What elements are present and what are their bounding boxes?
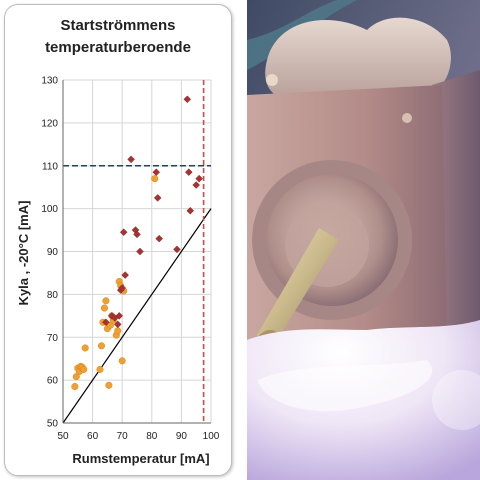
x-tick-label-4: 90 (176, 431, 188, 442)
tick-labels: 50 60 70 80 90 100 50 60 70 80 90 100 110 120 130 (41, 76, 219, 443)
data-point-circle-24 (151, 175, 159, 183)
reference-lines (62, 80, 212, 424)
data-point-diamond-14 (153, 194, 162, 202)
data-point-circle-19 (114, 327, 122, 335)
reference-line-diagonal (62, 208, 212, 424)
data-point-circle-0 (71, 383, 79, 391)
data-point-diamond-9 (127, 155, 135, 164)
mount-screw-2 (402, 113, 412, 123)
x-tick-label-5: 100 (203, 431, 220, 442)
data-point-diamond-17 (183, 95, 192, 104)
chart-title-line-1: Startströmmens (60, 17, 175, 34)
data-point-diamond-0 (102, 318, 110, 327)
data-point-diamond-8 (121, 271, 129, 279)
data-point-circle-14 (105, 381, 113, 389)
y-tick-label-8: 130 (41, 76, 58, 87)
ice-highlight (257, 360, 433, 412)
data-point-diamond-19 (186, 206, 195, 215)
chart-panel: Startströmmens temperaturberoende 50 60 70… (4, 4, 232, 476)
motor-photo (247, 0, 480, 480)
y-tick-label-4: 90 (47, 247, 59, 258)
x-tick-label-0: 50 (57, 431, 69, 442)
photo-panel (247, 0, 480, 480)
data-point-circle-9 (97, 342, 105, 350)
data-point-diamond-7 (119, 228, 128, 236)
data-point-diamond-3 (113, 320, 122, 329)
data-point-diamond-12 (136, 247, 144, 256)
x-tick-label-2: 70 (117, 431, 129, 442)
axes (62, 80, 211, 424)
motor-shaft (257, 228, 339, 345)
frost-top (265, 17, 451, 100)
x-tick-label-1: 60 (87, 431, 99, 442)
y-tick-label-6: 110 (42, 161, 58, 172)
chart-title-line-2: temperaturberoende (45, 39, 191, 56)
data-point-diamond-6 (118, 284, 126, 292)
data-point-diamond-11 (133, 230, 141, 239)
y-tick-label-3: 80 (47, 290, 59, 301)
data-point-diamond-20 (192, 181, 200, 189)
x-axis-label: Rumstemperatur [mA] (72, 451, 209, 466)
data-point-circle-12 (102, 297, 110, 305)
y-axis-label: Kyla , -20°C [mA] (16, 201, 31, 306)
data-point-diamond-16 (173, 245, 181, 254)
ice-glow (432, 370, 480, 430)
data-point-diamond-15 (155, 234, 163, 243)
scatter-chart: Startströmmens temperaturberoende 50 60 70… (16, 17, 220, 466)
data-point-diamond-4 (115, 312, 124, 320)
y-tick-label-7: 120 (41, 118, 58, 129)
y-tick-label-2: 70 (47, 333, 59, 344)
data-point-circle-8 (96, 365, 104, 373)
y-tick-label-5: 100 (41, 204, 58, 215)
data-point-diamond-21 (195, 174, 203, 183)
data-points (71, 95, 203, 391)
data-point-circle-6 (80, 365, 88, 373)
mount-screw-1 (266, 74, 278, 86)
data-point-circle-22 (118, 357, 126, 365)
data-point-circle-7 (81, 344, 89, 352)
data-point-diamond-18 (185, 168, 193, 176)
data-point-diamond-13 (152, 168, 161, 176)
data-point-circle-11 (100, 304, 108, 312)
x-tick-label-3: 80 (146, 431, 158, 442)
y-tick-label-0: 50 (47, 419, 59, 430)
y-tick-label-1: 60 (47, 376, 59, 387)
